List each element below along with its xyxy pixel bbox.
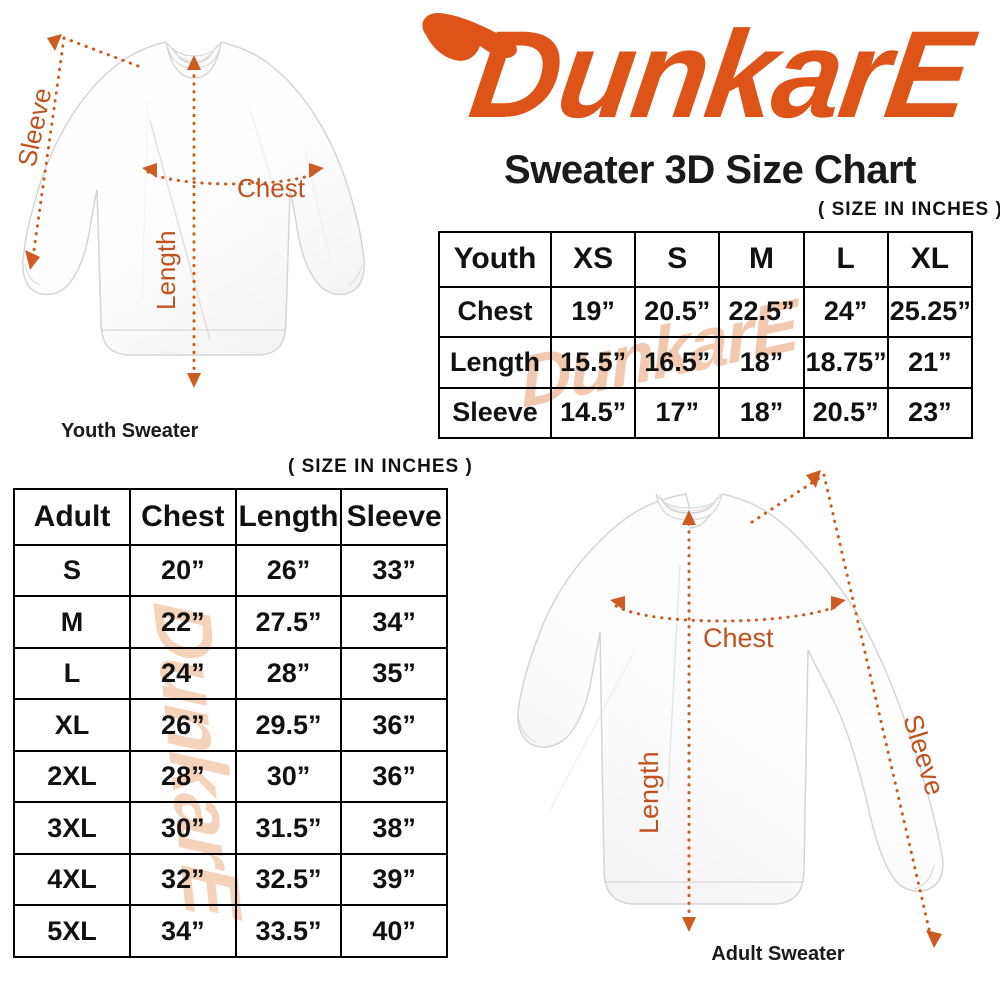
svg-text:Chest: Chest: [703, 623, 774, 653]
svg-text:DunkarE: DunkarE: [463, 6, 984, 144]
svg-text:Length: Length: [151, 230, 181, 310]
svg-text:Length: Length: [634, 751, 664, 834]
svg-text:Chest: Chest: [237, 173, 306, 203]
